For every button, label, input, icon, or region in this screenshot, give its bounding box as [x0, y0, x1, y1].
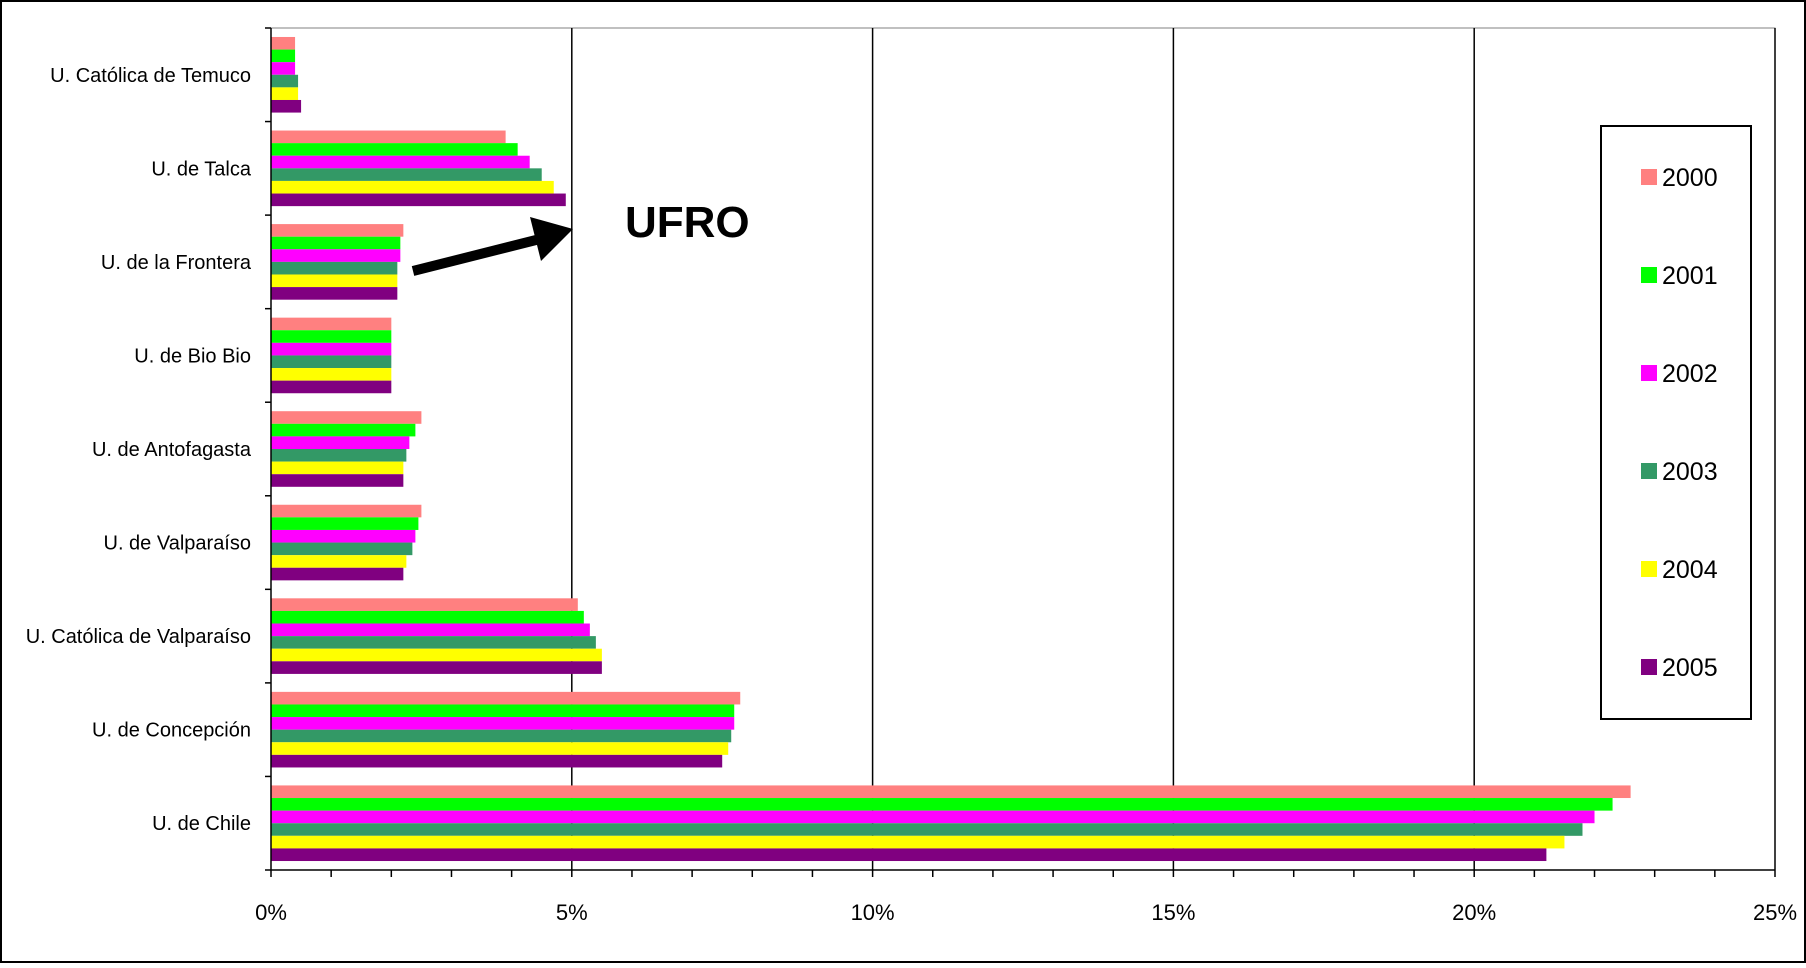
bar-2003	[271, 168, 542, 181]
legend-swatch	[1641, 561, 1657, 577]
bar-2005	[271, 848, 1547, 862]
x-tick-label: 0%	[255, 900, 287, 925]
legend-label: 2001	[1662, 262, 1718, 290]
bar-2004	[271, 87, 299, 100]
bar-2004	[271, 742, 729, 755]
bar-2001	[271, 798, 1613, 811]
bar-2004	[271, 835, 1565, 849]
x-tick-label: 25%	[1753, 900, 1797, 925]
bar-2004	[271, 274, 398, 288]
bar-2003	[271, 74, 299, 88]
bar-2005	[271, 754, 723, 768]
legend-box	[1600, 125, 1752, 720]
bar-2003	[271, 355, 392, 369]
bar-2002	[271, 717, 735, 730]
legend-swatch	[1641, 659, 1657, 675]
bar-2004	[271, 180, 554, 194]
bar-2002	[271, 249, 401, 262]
legend-label: 2003	[1662, 458, 1718, 486]
bar-2000	[271, 317, 392, 331]
legend-label: 2002	[1662, 360, 1718, 388]
arrow-shaft	[411, 234, 542, 276]
bar-2004	[271, 368, 392, 381]
bar-2000	[271, 785, 1631, 799]
bar-2005	[271, 380, 392, 394]
bar-2004	[271, 555, 407, 568]
category-label: U. Católica de Temuco	[50, 65, 251, 87]
bar-2002	[271, 623, 590, 637]
bar-2001	[271, 236, 401, 250]
x-tick-label: 15%	[1151, 900, 1195, 925]
bar-2003	[271, 636, 596, 649]
arrow-head	[530, 217, 573, 261]
bar-2002	[271, 810, 1595, 824]
category-label: U. de Valparaíso	[104, 533, 252, 555]
legend-label: 2005	[1662, 654, 1718, 682]
legend-swatch	[1641, 267, 1657, 283]
annotation-arrow	[411, 217, 573, 276]
bar-2001	[271, 423, 416, 437]
bar-2001	[271, 143, 518, 156]
bar-2005	[271, 193, 566, 207]
bar-2002	[271, 62, 296, 75]
bar-2002	[271, 342, 392, 356]
category-labels: U. Católica de Temuco U. de Talca U. de la…	[26, 65, 252, 835]
bar-2003	[271, 449, 407, 462]
bar-2005	[271, 567, 404, 581]
category-label: U. de Concepción	[92, 720, 251, 742]
legend-swatch	[1641, 169, 1657, 185]
gridlines	[571, 28, 1776, 870]
bar-2000	[271, 598, 578, 611]
bar-2001	[271, 330, 392, 343]
bar-2002	[271, 529, 416, 543]
bar-2003	[271, 261, 398, 275]
bar-2002	[271, 436, 410, 449]
annotation-label: UFRO	[625, 198, 750, 247]
bar-2000	[271, 224, 404, 237]
bar-2004	[271, 648, 602, 662]
bar-2004	[271, 461, 404, 475]
bar-2005	[271, 661, 602, 674]
category-label: U. Católica de Valparaíso	[26, 626, 251, 648]
legend: 2000 2001 2002 2003 2004 2005	[1600, 125, 1752, 720]
bar-2000	[271, 504, 422, 518]
bar-2000	[271, 691, 741, 705]
bar-2003	[271, 823, 1583, 836]
bar-2000	[271, 36, 296, 50]
bar-2005	[271, 287, 398, 300]
category-label: U. de Talca	[151, 158, 252, 180]
category-label: U. de la Frontera	[101, 252, 252, 274]
category-label: U. de Chile	[152, 813, 251, 835]
legend-label: 2000	[1662, 164, 1718, 192]
bar-2001	[271, 49, 296, 63]
bar-2000	[271, 130, 506, 144]
bar-2001	[271, 704, 735, 718]
bar-2005	[271, 99, 302, 113]
category-label: U. de Antofagasta	[92, 439, 252, 461]
bar-2000	[271, 411, 422, 424]
category-label: U. de Bio Bio	[134, 345, 251, 367]
x-tick-label: 5%	[556, 900, 588, 925]
axes	[265, 27, 1776, 877]
legend-swatch	[1641, 463, 1657, 479]
bar-2002	[271, 155, 530, 169]
bar-2001	[271, 517, 419, 530]
legend-label: 2004	[1662, 556, 1718, 584]
bars	[271, 36, 1631, 862]
legend-swatch	[1641, 365, 1657, 381]
bar-2005	[271, 474, 404, 487]
x-tick-label: 10%	[851, 900, 895, 925]
x-tick-label: 20%	[1452, 900, 1496, 925]
bar-2003	[271, 542, 413, 556]
tick-labels: 0% 5% 10% 15% 20% 25%	[255, 900, 1797, 925]
bar-2003	[271, 729, 732, 743]
bar-2001	[271, 610, 584, 624]
